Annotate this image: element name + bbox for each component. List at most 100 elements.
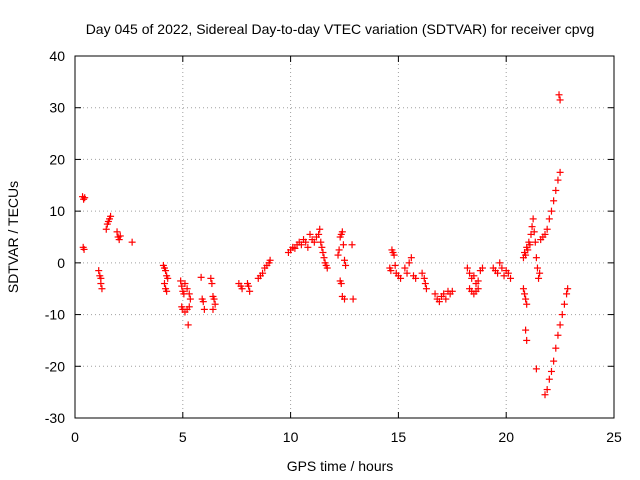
data-point <box>304 243 312 251</box>
data-point <box>163 287 171 295</box>
data-point <box>80 195 88 203</box>
data-point <box>335 246 343 254</box>
data-point <box>342 261 350 269</box>
data-point <box>550 357 558 365</box>
data-point <box>552 186 560 194</box>
data-point <box>519 285 527 293</box>
data-point <box>431 290 439 298</box>
data-point <box>162 267 170 275</box>
data-point <box>207 274 215 282</box>
data-point <box>238 285 246 293</box>
data-point <box>81 194 89 202</box>
data-point <box>536 269 544 277</box>
data-point <box>474 285 482 293</box>
data-point <box>339 241 347 249</box>
data-point <box>319 249 327 257</box>
x-tick-label: 25 <box>606 429 622 445</box>
data-point <box>523 300 531 308</box>
data-point <box>98 285 106 293</box>
data-point <box>107 212 115 220</box>
data-point <box>528 223 536 231</box>
x-tick-label: 20 <box>498 429 514 445</box>
data-point <box>442 295 450 303</box>
data-point <box>541 391 549 399</box>
data-point <box>320 254 328 262</box>
data-point <box>349 295 357 303</box>
data-point <box>564 285 572 293</box>
data-point <box>128 238 136 246</box>
data-point <box>259 269 267 277</box>
data-point <box>291 244 299 252</box>
data-point <box>315 230 323 238</box>
data-point <box>547 367 555 375</box>
data-point <box>421 280 429 288</box>
y-tick-label: -20 <box>45 358 65 374</box>
y-axis-label: SDTVAR / TECUs <box>5 181 21 293</box>
data-point <box>523 336 531 344</box>
data-point <box>113 228 121 236</box>
data-point <box>529 215 537 223</box>
data-point <box>545 375 553 383</box>
data-point <box>556 168 564 176</box>
data-point <box>556 96 564 104</box>
data-point <box>387 267 395 275</box>
data-point <box>80 245 88 253</box>
data-point <box>211 300 219 308</box>
data-point <box>463 264 471 272</box>
data-point <box>507 274 515 282</box>
chart-title: Day 045 of 2022, Sidereal Day-to-day VTE… <box>86 21 595 37</box>
data-point <box>554 331 562 339</box>
data-point <box>401 264 409 272</box>
data-point <box>164 274 172 282</box>
y-tick-label: 0 <box>57 255 65 271</box>
data-point <box>550 197 558 205</box>
data-point <box>95 267 103 275</box>
data-point <box>474 277 482 285</box>
data-point <box>555 91 563 99</box>
data-point <box>440 290 448 298</box>
data-point <box>160 280 168 288</box>
data-point <box>470 272 478 280</box>
data-point <box>341 295 348 303</box>
x-tick-label: 10 <box>283 429 299 445</box>
data-point <box>266 256 274 264</box>
x-tick-label: 15 <box>391 429 407 445</box>
data-point <box>435 298 443 306</box>
x-tick-label: 5 <box>179 429 187 445</box>
axis-ticks: 0 5 10 15 20 25 -30 -20 -10 0 10 20 30 40 <box>45 48 622 445</box>
data-point <box>102 225 110 233</box>
data-point <box>558 311 566 319</box>
data-point <box>97 280 105 288</box>
data-point <box>185 290 193 298</box>
data-point <box>530 228 538 236</box>
y-tick-label: -30 <box>45 410 65 426</box>
data-point <box>348 241 356 249</box>
data-point <box>545 215 553 223</box>
data-point <box>522 295 530 303</box>
data-point <box>115 236 123 244</box>
data-point <box>543 386 551 394</box>
data-point <box>302 238 310 246</box>
data-point <box>310 238 318 246</box>
y-tick-label: 40 <box>49 48 65 64</box>
data-point <box>532 365 540 373</box>
data-point <box>522 326 530 334</box>
data-point <box>337 280 345 288</box>
data-point <box>500 272 508 280</box>
data-point <box>403 269 411 277</box>
data-point <box>341 256 348 264</box>
data-point <box>199 298 207 306</box>
data-point <box>245 282 253 290</box>
data-point <box>531 238 539 246</box>
data-point <box>183 285 191 293</box>
data-point <box>246 287 254 295</box>
data-point <box>478 264 486 272</box>
data-point <box>504 269 512 277</box>
y-tick-label: 10 <box>49 203 65 219</box>
data-point <box>524 246 532 254</box>
data-point <box>554 176 562 184</box>
data-point <box>552 344 560 352</box>
grid <box>75 56 614 418</box>
data-point <box>547 207 555 215</box>
data-point <box>521 290 529 298</box>
